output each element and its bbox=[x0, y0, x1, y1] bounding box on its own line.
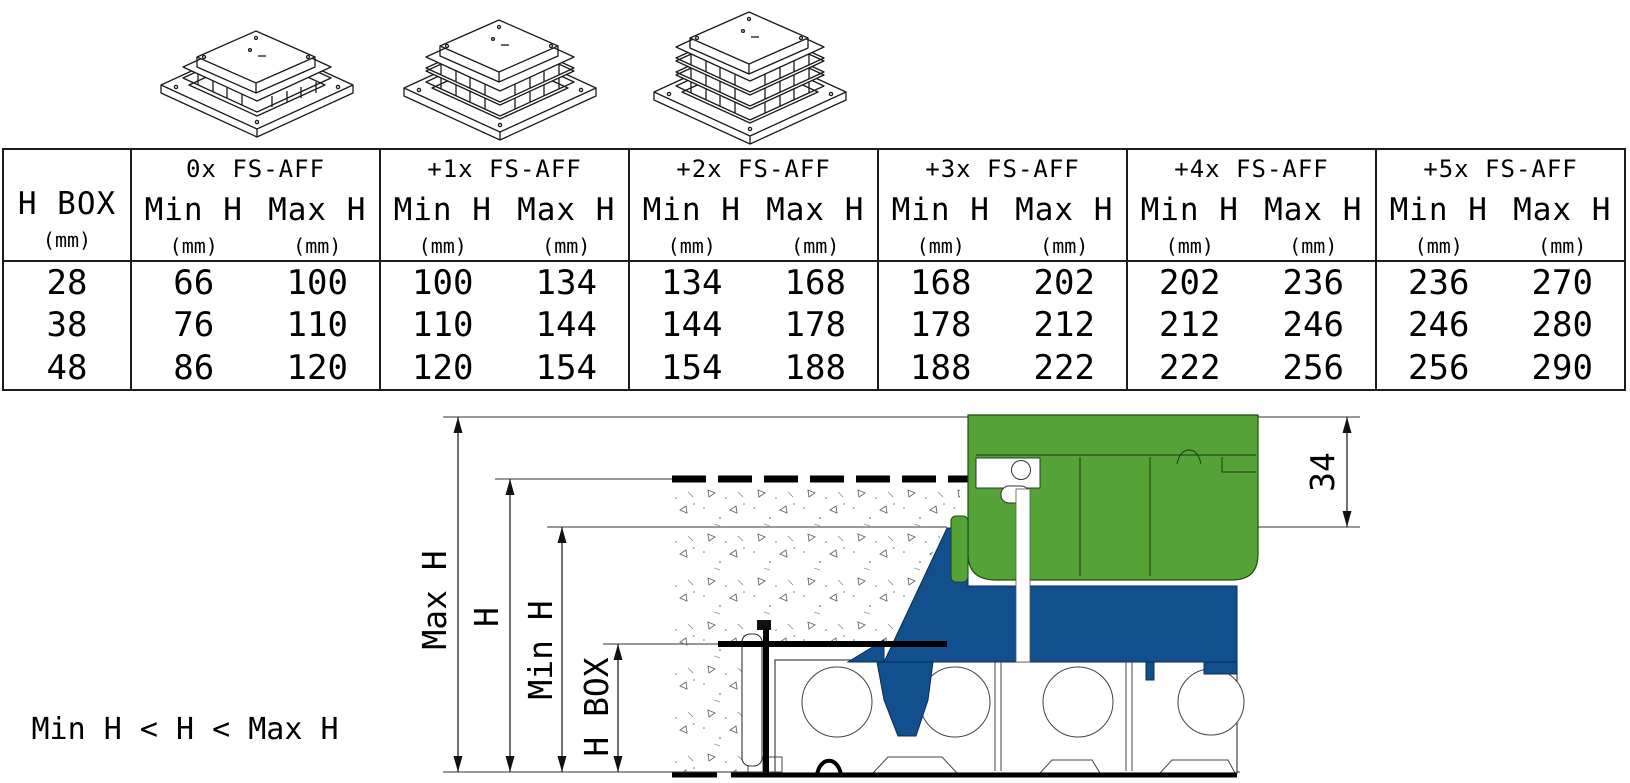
group-header: +2x FS-AFF bbox=[676, 155, 831, 183]
unit-label: (mm) bbox=[169, 234, 218, 258]
unit-label: (mm) bbox=[1538, 234, 1587, 258]
min-h-header: Min H bbox=[891, 192, 990, 228]
table-row: 168 202 bbox=[910, 263, 1095, 304]
unit-label: (mm) bbox=[791, 234, 840, 258]
product-views-row bbox=[160, 11, 847, 145]
table-row: 134 168 bbox=[661, 263, 846, 304]
leveling-unit-blue bbox=[846, 527, 1238, 737]
group-header: +5x FS-AFF bbox=[1423, 155, 1578, 183]
dimension-lines bbox=[457, 417, 1348, 772]
table-row: 178 212 bbox=[910, 305, 1095, 346]
floor-box-isometric-0-extensions-icon bbox=[160, 30, 354, 138]
table-row: 236 270 bbox=[1408, 263, 1593, 304]
table-row: 120 154 bbox=[412, 347, 597, 388]
group-header: +1x FS-AFF bbox=[427, 155, 582, 183]
table-row: 188 222 bbox=[910, 347, 1095, 388]
table-cell: 38 bbox=[46, 305, 88, 346]
table-row: 100 134 bbox=[412, 263, 597, 304]
table-row: 202 236 bbox=[1159, 263, 1344, 304]
min-h-header: Min H bbox=[1389, 192, 1488, 228]
column-unit-hbox: (mm) bbox=[42, 228, 92, 252]
height-rule-text: Min H < H < Max H bbox=[31, 712, 339, 747]
unit-label: (mm) bbox=[418, 234, 467, 258]
max-h-header: Max H bbox=[1264, 192, 1363, 228]
table-column-group-4x: +4x FS-AFF Min H Max H (mm) (mm) 202 236 21… bbox=[1126, 150, 1375, 389]
dim-label-h-box: H BOX bbox=[577, 657, 616, 756]
max-h-header: Max H bbox=[1015, 192, 1114, 228]
table-row: 110 144 bbox=[412, 305, 597, 346]
min-h-header: Min H bbox=[642, 192, 741, 228]
unit-label: (mm) bbox=[1165, 234, 1214, 258]
unit-label: (mm) bbox=[293, 234, 342, 258]
unit-label: (mm) bbox=[1289, 234, 1338, 258]
table-row: 86 120 bbox=[173, 347, 348, 388]
table-row: 66 100 bbox=[173, 263, 348, 304]
table-column-hbox: H BOX (mm) 28 38 48 bbox=[4, 150, 130, 389]
min-h-header: Min H bbox=[144, 192, 243, 228]
floor-box-isometric-1-extension-icon bbox=[403, 19, 597, 141]
dimension-arrowheads bbox=[453, 417, 1352, 772]
table-row: 256 290 bbox=[1408, 347, 1593, 388]
side-clamp-bracket bbox=[741, 620, 771, 772]
floor-box-isometric-2-extensions-icon bbox=[653, 11, 847, 145]
table-row: 76 110 bbox=[173, 305, 348, 346]
table-row: 246 280 bbox=[1408, 305, 1593, 346]
dimension-labels: Max H H Min H H BOX 34 bbox=[420, 452, 1342, 757]
min-h-header: Min H bbox=[393, 192, 492, 228]
dim-label-h: H bbox=[467, 607, 506, 627]
max-h-header: Max H bbox=[517, 192, 616, 228]
unit-label: (mm) bbox=[1414, 234, 1463, 258]
table-column-group-2x: +2x FS-AFF Min H Max H (mm) (mm) 134 168 14… bbox=[628, 150, 877, 389]
table-row: 154 188 bbox=[661, 347, 846, 388]
table-column-group-3x: +3x FS-AFF Min H Max H (mm) (mm) 168 202 17… bbox=[877, 150, 1126, 389]
table-row: 222 256 bbox=[1159, 347, 1344, 388]
unit-label: (mm) bbox=[667, 234, 716, 258]
table-column-group-5x: +5x FS-AFF Min H Max H (mm) (mm) 236 270 24… bbox=[1375, 150, 1624, 389]
group-header: 0x FS-AFF bbox=[185, 155, 326, 183]
table-column-group-1x: +1x FS-AFF Min H Max H (mm) (mm) 100 134 11… bbox=[379, 150, 628, 389]
height-spec-table: H BOX (mm) 28 38 48 0x FS-AFF Min H Max H… bbox=[2, 148, 1626, 391]
max-h-header: Max H bbox=[268, 192, 367, 228]
table-cell: 48 bbox=[46, 347, 88, 388]
unit-label: (mm) bbox=[1040, 234, 1089, 258]
dim-label-min-h: Min H bbox=[521, 600, 560, 699]
installation-cross-section: Max H H Min H H BOX 34 bbox=[420, 414, 1360, 778]
cut-lines bbox=[672, 641, 1237, 778]
column-header-hbox: H BOX bbox=[17, 186, 117, 222]
floor-box-body bbox=[747, 659, 1245, 776]
table-column-group-0x: 0x FS-AFF Min H Max H (mm) (mm) 66 100 76 11… bbox=[130, 150, 379, 389]
table-cell: 28 bbox=[46, 263, 88, 304]
table-row: 144 178 bbox=[661, 305, 846, 346]
unit-label: (mm) bbox=[916, 234, 965, 258]
min-h-header: Min H bbox=[1140, 192, 1239, 228]
unit-label: (mm) bbox=[542, 234, 591, 258]
dim-label-34: 34 bbox=[1303, 452, 1342, 492]
group-header: +3x FS-AFF bbox=[925, 155, 1080, 183]
table-row: 212 246 bbox=[1159, 305, 1344, 346]
cable-gland-bump bbox=[815, 758, 843, 776]
max-h-header: Max H bbox=[1513, 192, 1612, 228]
dim-label-max-h: Max H bbox=[420, 550, 454, 649]
max-h-header: Max H bbox=[766, 192, 865, 228]
concrete-screed-area bbox=[672, 483, 960, 772]
group-header: +4x FS-AFF bbox=[1174, 155, 1329, 183]
adjustment-screw-slot bbox=[1015, 488, 1031, 663]
cover-unit-green bbox=[950, 414, 1259, 663]
